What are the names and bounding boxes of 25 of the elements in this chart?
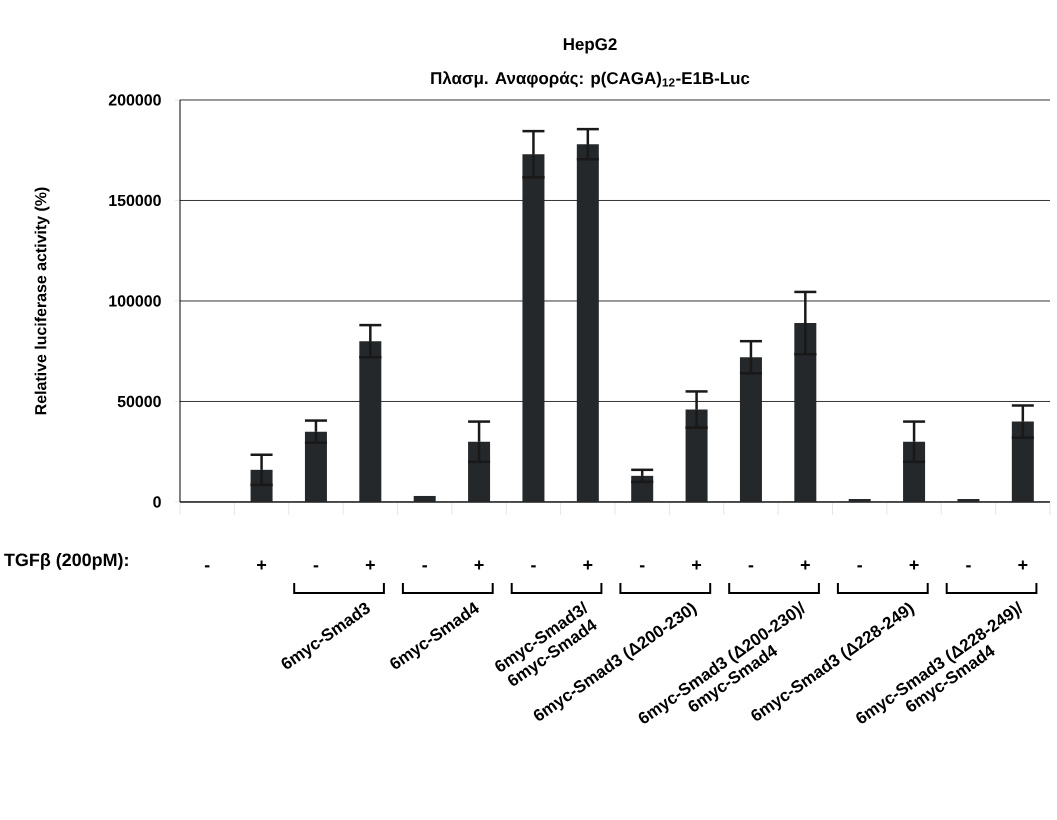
x-tick-label: -	[204, 565, 210, 568]
x-tick-label: -	[531, 565, 536, 568]
x-tick-label: +	[1018, 560, 1028, 570]
x-tick-label: +	[474, 560, 484, 570]
x-tick-label: -	[966, 565, 971, 568]
y-tick-label: 150000	[109, 194, 161, 207]
x-tick-label: +	[800, 560, 810, 570]
y-tick-label: 200000	[108, 94, 161, 106]
x-tick-label: +	[583, 560, 593, 570]
x-tick-label: -	[313, 565, 319, 568]
x-tick-label: +	[257, 560, 267, 570]
x-tick-label: +	[909, 560, 919, 570]
x-tick-label: -	[422, 565, 427, 568]
chart-subtitle: Πλασμ. Αναφοράς: p(CAGA)$_{12}$-E1B-Luc	[431, 71, 750, 88]
x-axis-title: TGFβ (200pM):	[4, 552, 128, 570]
x-tick-label: -	[857, 565, 862, 568]
y-tick-label: 100000	[109, 295, 161, 307]
x-tick-label: -	[748, 565, 754, 568]
y-tick-label: 50000	[117, 395, 161, 408]
chart-title: HepG2	[563, 38, 617, 54]
x-tick-label: -	[639, 565, 645, 568]
y-tick-label: 0	[153, 496, 161, 508]
x-tick-label: +	[365, 560, 375, 570]
y-axis-title: Relative luciferase activity (%)	[34, 187, 50, 415]
x-tick-label: +	[692, 560, 702, 570]
